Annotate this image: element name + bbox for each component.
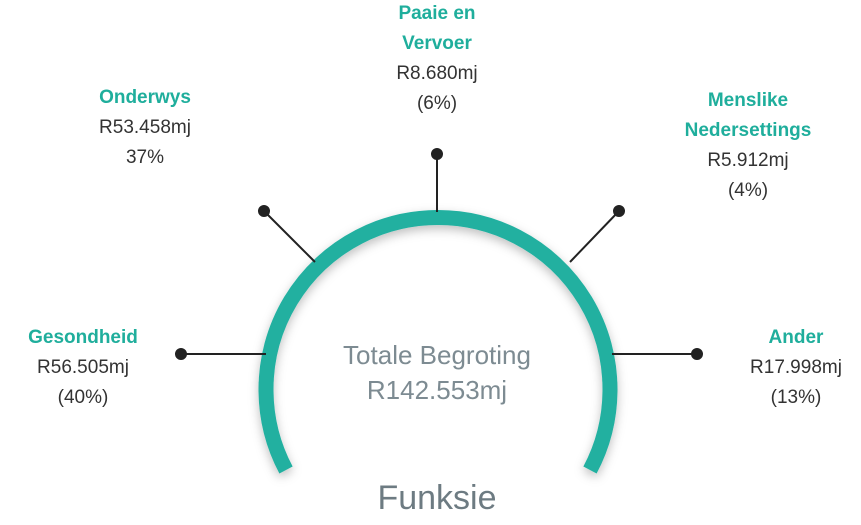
item-name: Paaie en <box>398 3 475 24</box>
item-name: Nedersettings <box>685 120 812 141</box>
footer: Funksie <box>377 479 496 517</box>
item-share: 37% <box>126 147 164 168</box>
item-name: Gesondheid <box>28 327 138 348</box>
item-share: (6%) <box>417 93 457 114</box>
center-label: Totale Begroting <box>343 340 531 370</box>
item-name: Onderwys <box>99 87 191 108</box>
center-total: R142.553mj <box>367 375 507 405</box>
item-amount: R17.998mj <box>750 357 842 378</box>
item-share: (4%) <box>728 180 768 201</box>
item-name: Vervoer <box>402 33 472 54</box>
callouts <box>175 148 703 360</box>
item-share: (40%) <box>58 387 109 408</box>
labels: Gesondheid R56.505mj (40%) Onderwys R53.458m… <box>28 3 842 408</box>
item-name: Menslike <box>708 90 788 111</box>
item-amount: R5.912mj <box>707 150 788 171</box>
item-name: Ander <box>769 327 825 348</box>
item-amount: R8.680mj <box>396 63 477 84</box>
item-amount: R56.505mj <box>37 357 129 378</box>
item-share: (13%) <box>771 387 822 408</box>
item-amount: R53.458mj <box>99 117 191 138</box>
gauge-arc <box>258 210 618 474</box>
